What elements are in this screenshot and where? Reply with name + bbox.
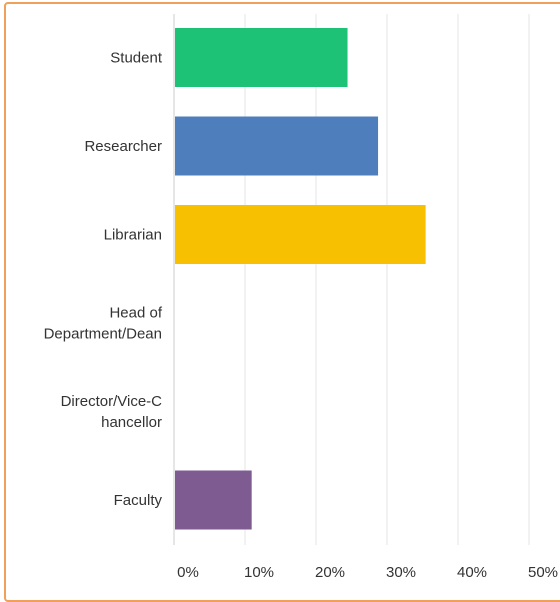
x-tick-label: 10%	[244, 564, 274, 581]
x-tick-label: 50%	[528, 564, 558, 581]
category-label: Faculty	[114, 492, 163, 509]
category-label: Student	[110, 50, 163, 67]
x-tick-label: 40%	[457, 564, 487, 581]
x-tick-label: 0%	[177, 564, 199, 581]
category-label: Librarian	[104, 227, 162, 244]
category-label: hancellor	[101, 414, 162, 431]
x-tick-label: 30%	[386, 564, 416, 581]
chart-frame	[4, 2, 560, 602]
category-label: Department/Dean	[44, 326, 162, 343]
bar	[175, 205, 426, 264]
category-label: Head of	[109, 305, 162, 322]
category-label: Director/Vice-C	[61, 393, 163, 410]
category-label: Researcher	[84, 138, 162, 155]
bar	[175, 116, 379, 176]
bar	[175, 28, 348, 87]
bar	[175, 470, 252, 530]
x-tick-label: 20%	[315, 564, 345, 581]
